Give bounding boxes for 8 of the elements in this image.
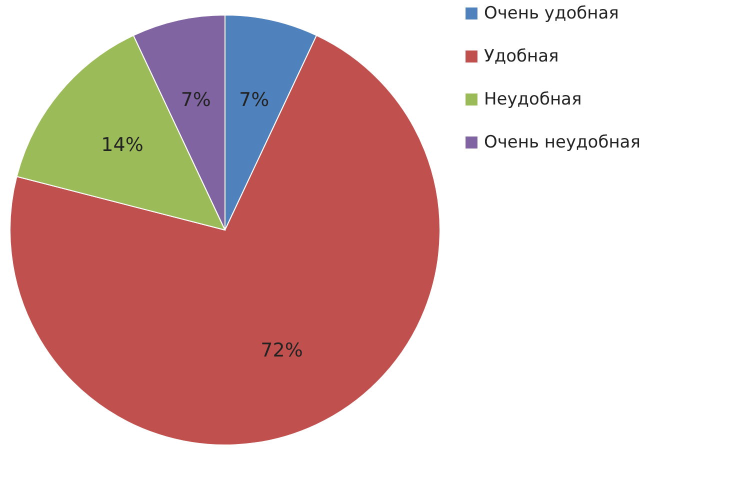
data-label: 14% [101,134,144,156]
legend-label: Очень удобная [484,4,619,24]
legend-label: Очень неудобная [484,132,640,152]
legend-label: Неудобная [484,90,582,110]
data-label: 7% [239,88,270,111]
data-label: 72% [260,340,303,362]
legend-label: Удобная [484,46,559,66]
data-label: 7% [180,88,211,111]
